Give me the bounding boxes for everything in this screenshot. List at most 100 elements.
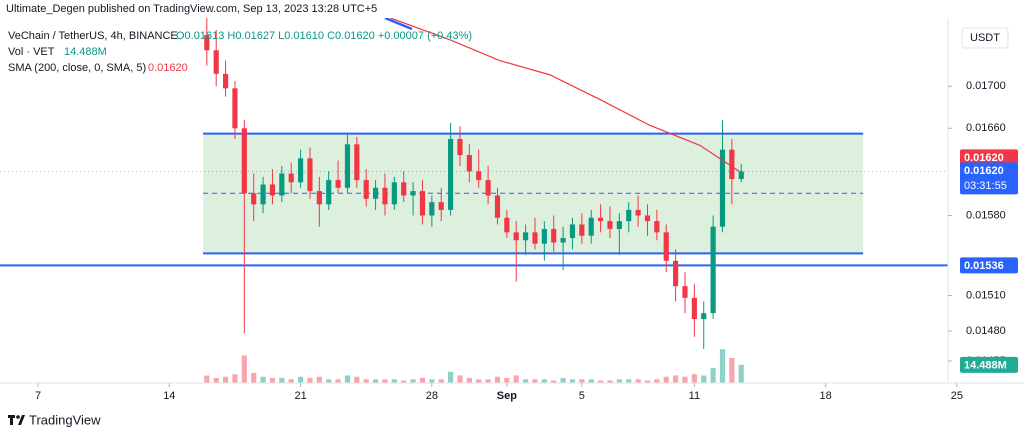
volume-bar [710, 368, 716, 383]
candle-body [579, 224, 585, 236]
candle-body [635, 209, 641, 216]
candle-body [691, 297, 697, 320]
x-tick-label: 18 [819, 390, 831, 402]
candle-body [701, 313, 707, 320]
volume-bar [635, 379, 641, 383]
volume-bar [241, 355, 247, 383]
candle-body [260, 184, 266, 205]
volume-label-box [960, 356, 1018, 373]
volume-bar [616, 379, 622, 383]
volume-legend: Vol · VET [8, 46, 55, 58]
candle-body [269, 184, 276, 196]
countdown: 03:31:55 [964, 180, 1007, 192]
volume-bar [391, 379, 397, 383]
volume-bar [729, 358, 735, 383]
candle-body [241, 128, 247, 194]
candle-body [485, 180, 491, 196]
trend-line [384, 18, 413, 31]
volume-bar [316, 376, 322, 383]
candle-body [663, 232, 669, 261]
price-label-box [960, 162, 1018, 195]
volume-bar [663, 376, 669, 383]
volume-bar [654, 379, 660, 383]
x-tick-label: 28 [426, 390, 438, 402]
sma-legend-value: 0.01620 [148, 62, 188, 74]
volume-bar [307, 378, 313, 383]
candle-body [523, 232, 529, 241]
volume-bar [476, 379, 482, 383]
candle-body [504, 217, 510, 233]
plot-area [0, 18, 948, 383]
candle-body [513, 232, 519, 241]
y-tick-label: 0.01700 [966, 80, 1006, 92]
candle-body [710, 226, 716, 314]
volume-bar [513, 375, 519, 383]
volume-label: 14.488M [964, 359, 1007, 371]
volume-bar [579, 379, 585, 383]
symbol: VeChain / TetherUS, 4h, BINANCE [8, 30, 178, 42]
volume-bar [373, 379, 379, 383]
volume-bar [335, 379, 341, 383]
x-tick-label: 11 [689, 390, 700, 402]
candle-body [738, 171, 744, 180]
brand: TradingView [29, 412, 101, 427]
volume-bar [504, 378, 510, 383]
candle-body [560, 237, 566, 243]
x-tick-label: 7 [35, 390, 41, 402]
volume-bar [363, 379, 369, 383]
volume-bar [541, 379, 547, 383]
candle-body [204, 35, 210, 51]
candle-body [616, 221, 622, 229]
candle-body [654, 221, 660, 233]
candle-body [326, 180, 332, 205]
volume-bar [269, 378, 276, 383]
volume-bar [607, 380, 613, 383]
price-label: 0.01620 [964, 152, 1004, 164]
volume-bar [288, 379, 294, 383]
volume-bar [438, 379, 444, 383]
volume-bar [401, 380, 407, 383]
candle-body [279, 173, 285, 196]
sma-line [390, 18, 740, 172]
candle-body [373, 187, 379, 199]
volume-bar [204, 375, 210, 383]
candle-body [494, 195, 501, 218]
x-tick-label: Sep [497, 390, 517, 402]
volume-bar [560, 378, 566, 383]
volume-bar [354, 376, 360, 383]
candle-body [466, 155, 472, 172]
volume-bar [626, 379, 632, 383]
volume-bar [673, 375, 679, 383]
currency[interactable]: USDT [970, 32, 1000, 44]
sma-legend: SMA (200, close, 0, SMA, 5) [8, 62, 146, 74]
candle-body [588, 217, 594, 236]
volume-bar [344, 375, 351, 383]
candle-body [541, 228, 547, 244]
volume-bar [523, 379, 529, 383]
price-label-box [960, 257, 1018, 274]
candle-body [719, 149, 726, 227]
y-tick-label: 0.01660 [966, 122, 1006, 134]
candle-body [551, 228, 557, 243]
price-label: 0.01620 [964, 165, 1004, 177]
candle-body [363, 180, 369, 199]
candle-body [569, 224, 576, 238]
volume-bar [326, 379, 332, 383]
candle-body [626, 209, 632, 222]
y-tick-label: 0.01480 [966, 325, 1006, 337]
x-tick-label: 21 [294, 390, 306, 402]
candle-body [532, 232, 538, 244]
candle-body [457, 138, 463, 156]
candle-body [476, 171, 482, 181]
volume-bar [222, 376, 229, 383]
volume-bar [644, 380, 651, 383]
candle-body [673, 260, 679, 287]
volume-bar [232, 374, 238, 383]
candle-body [448, 138, 454, 210]
volume-bar [251, 373, 257, 383]
volume-bar [569, 379, 576, 383]
currency-box[interactable] [961, 27, 1009, 49]
volume-bar [598, 380, 604, 383]
